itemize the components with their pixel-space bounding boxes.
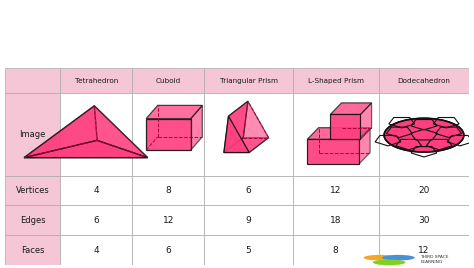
Bar [204,68,293,93]
Polygon shape [228,101,269,152]
Text: 8: 8 [165,186,172,195]
Text: 6: 6 [165,245,172,255]
Text: 8: 8 [333,245,338,255]
Polygon shape [307,139,359,164]
Bar [379,205,469,235]
Bar [379,235,469,265]
Bar [5,93,61,176]
Text: Dodecahedron: Dodecahedron [398,78,450,84]
Text: LEARNING: LEARNING [420,260,442,264]
Polygon shape [224,138,269,152]
Circle shape [384,118,464,152]
Bar [5,68,61,93]
Bar [204,235,293,265]
Polygon shape [224,101,248,152]
Bar [61,176,132,205]
Polygon shape [24,106,148,158]
Text: 6: 6 [246,186,252,195]
Bar [5,176,61,205]
Bar [204,205,293,235]
Bar [293,235,379,265]
Text: L-Shaped Prism: L-Shaped Prism [308,78,364,84]
Text: 12: 12 [330,186,341,195]
Text: Faces, edges and vertices: Faces, edges and vertices [14,29,276,47]
Polygon shape [146,119,191,150]
Bar [132,235,204,265]
Text: Image: Image [19,130,46,139]
Bar [5,205,61,235]
Text: 12: 12 [418,245,429,255]
Text: THIRD SPACE: THIRD SPACE [420,255,449,259]
Bar [61,93,132,176]
Polygon shape [191,105,202,150]
Bar [293,205,379,235]
Bar [5,235,61,265]
Bar [379,68,469,93]
Bar [61,205,132,235]
Text: Cuboid: Cuboid [156,78,181,84]
Text: 6: 6 [93,215,100,225]
Bar [293,68,379,93]
Text: 18: 18 [330,215,341,225]
Text: Tetrahedron: Tetrahedron [75,78,118,84]
Text: Faces: Faces [21,245,45,255]
Bar [132,176,204,205]
Polygon shape [224,116,249,152]
Polygon shape [359,128,370,164]
Bar [379,176,469,205]
Bar [379,93,469,176]
Circle shape [382,255,415,260]
Text: 30: 30 [418,215,430,225]
Polygon shape [307,128,370,139]
Polygon shape [24,140,148,158]
Text: 5: 5 [246,245,252,255]
Circle shape [373,259,405,265]
Bar [293,176,379,205]
Text: Triangular Prism: Triangular Prism [219,78,278,84]
Polygon shape [330,114,360,139]
Text: 12: 12 [163,215,174,225]
Bar [61,235,132,265]
Text: 4: 4 [94,186,99,195]
Text: 4: 4 [94,245,99,255]
Text: Vertices: Vertices [16,186,49,195]
Bar [132,93,204,176]
Bar [204,93,293,176]
Polygon shape [330,103,372,114]
Text: Edges: Edges [20,215,46,225]
Bar [132,205,204,235]
Circle shape [364,255,396,260]
Bar [204,176,293,205]
Text: 9: 9 [246,215,252,225]
Text: 20: 20 [418,186,429,195]
Bar [132,68,204,93]
Polygon shape [146,105,202,119]
Polygon shape [24,106,97,158]
Polygon shape [94,106,148,158]
Bar [293,93,379,176]
Bar [61,68,132,93]
Polygon shape [360,103,372,139]
